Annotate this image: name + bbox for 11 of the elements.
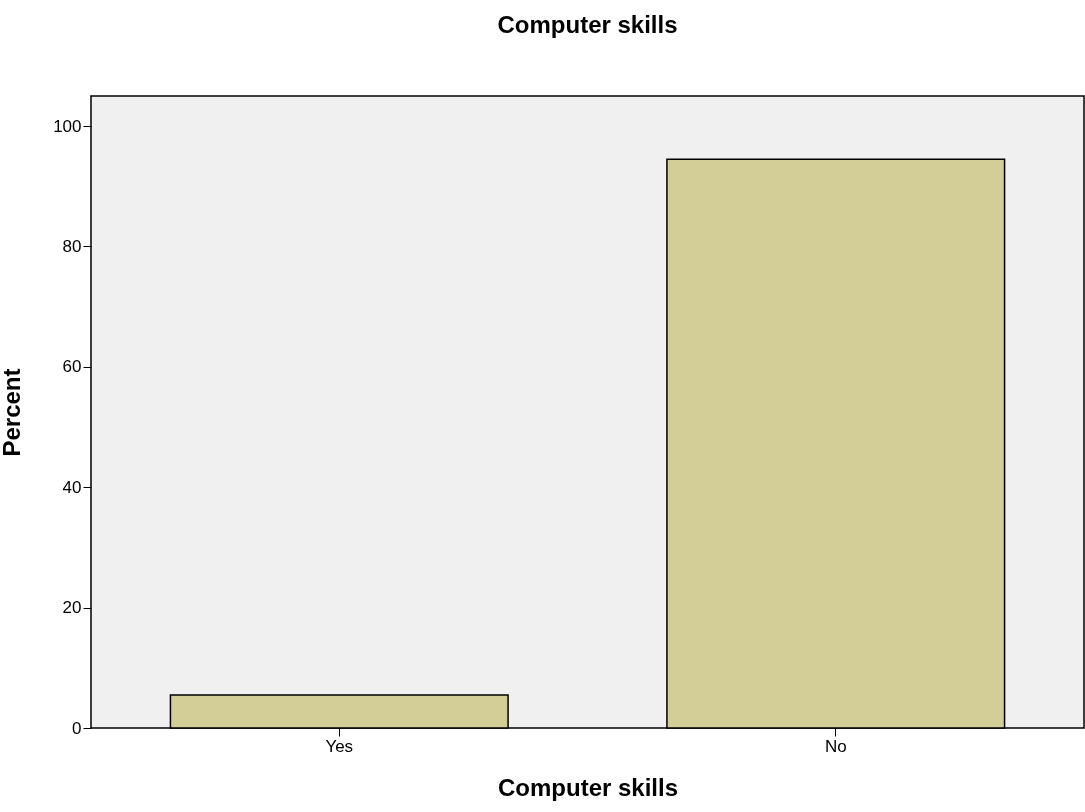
x-axis-title: Computer skills: [497, 773, 679, 801]
y-tick-label: 20: [62, 598, 82, 618]
x-tick-label: No: [824, 736, 847, 756]
y-tick-label: 40: [62, 477, 82, 497]
y-tick-label: 80: [62, 236, 82, 256]
chart-title: Computer skills: [497, 11, 678, 38]
y-tick-label: 60: [62, 357, 82, 377]
y-tick-label: 100: [53, 116, 82, 136]
x-tick-label: Yes: [325, 736, 354, 756]
y-axis-title: Percent: [0, 368, 26, 457]
y-tick-label: 0: [72, 718, 82, 738]
